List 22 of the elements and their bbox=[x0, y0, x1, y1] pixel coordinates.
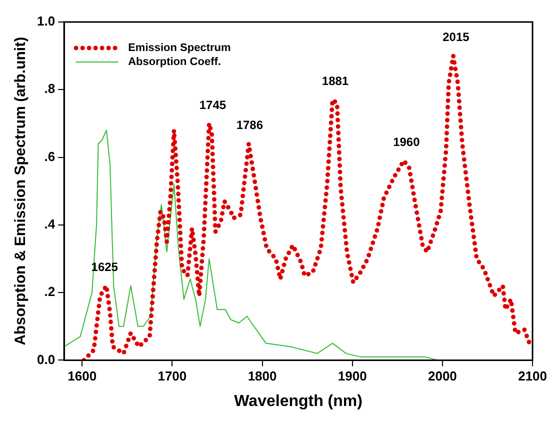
y-tick-label: .4 bbox=[44, 216, 56, 232]
x-tick-label: 1900 bbox=[338, 368, 367, 384]
y-tick-label: .6 bbox=[44, 148, 56, 164]
annotation: 2015 bbox=[442, 30, 470, 44]
annotation: 1960 bbox=[393, 134, 420, 149]
annotation: 1745 bbox=[199, 98, 226, 112]
legend-label: Emission Spectrum bbox=[128, 42, 231, 54]
line-series bbox=[82, 54, 533, 360]
legend-label: Absorption Coeff. bbox=[128, 56, 221, 68]
annotation: 1786 bbox=[236, 118, 264, 132]
x-axis-title: Wavelength (nm) bbox=[234, 392, 362, 410]
x-tick-label: 1700 bbox=[158, 368, 187, 384]
y-tick-label: .2 bbox=[44, 284, 56, 300]
x-tick-label: 1800 bbox=[248, 368, 277, 384]
y-tick-label: 0.0 bbox=[36, 352, 56, 367]
x-tick-label: 2100 bbox=[518, 368, 547, 384]
x-tick-label: 2000 bbox=[428, 368, 457, 384]
y-tick-label: 1.0 bbox=[36, 14, 56, 29]
annotation: 1881 bbox=[322, 74, 349, 88]
y-axis-title: Absorption & Emission Spectrum (arb.unit) bbox=[12, 36, 30, 346]
x-tick-label: 1600 bbox=[68, 368, 97, 384]
y-tick-label: .8 bbox=[44, 81, 56, 96]
